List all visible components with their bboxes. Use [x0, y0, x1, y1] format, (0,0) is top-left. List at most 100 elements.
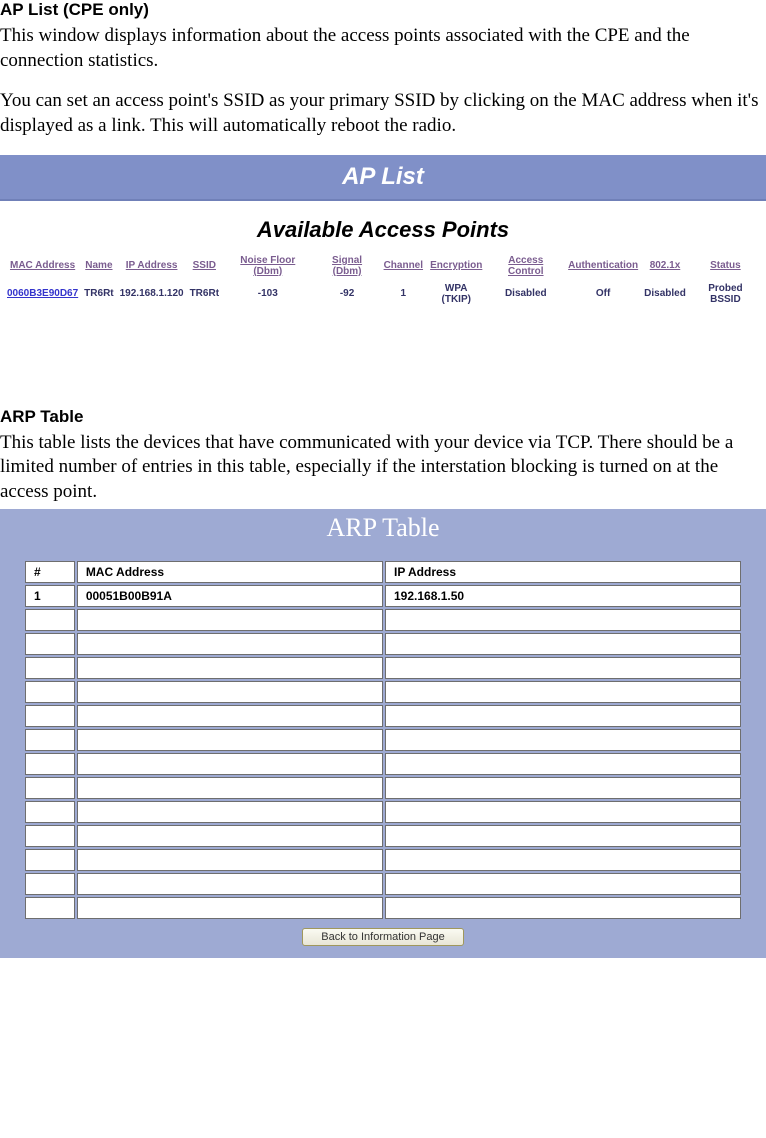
ap-th-authentication[interactable]: Authentication: [565, 253, 641, 279]
arp-cell-ip: [385, 633, 741, 655]
arp-cell-ip: [385, 801, 741, 823]
ap-list-section: AP List (CPE only) This window displays …: [0, 0, 766, 139]
ap-cell-noise: -103: [222, 279, 314, 309]
arp-cell-num: [25, 873, 75, 895]
arp-table-row: 100051B00B91A192.168.1.50: [25, 585, 741, 607]
ap-list-panel-title: AP List: [0, 155, 766, 201]
ap-table-row: 0060B3E90D67 TR6Rt 192.168.1.120 TR6Rt -…: [4, 279, 762, 309]
arp-cell-ip: [385, 729, 741, 751]
arp-description: This table lists the devices that have c…: [0, 431, 766, 505]
ap-cell-signal: -92: [314, 279, 381, 309]
arp-table-row: [25, 777, 741, 799]
arp-cell-num: [25, 801, 75, 823]
arp-table-row: [25, 681, 741, 703]
ap-list-description-1: This window displays information about t…: [0, 24, 766, 73]
ap-mac-link[interactable]: 0060B3E90D67: [4, 279, 81, 309]
arp-cell-num: [25, 729, 75, 751]
arp-cell-num: [25, 897, 75, 919]
arp-cell-ip: [385, 777, 741, 799]
ap-th-noise[interactable]: Noise Floor (Dbm): [222, 253, 314, 279]
arp-cell-num: [25, 777, 75, 799]
arp-table-row: [25, 753, 741, 775]
back-to-info-button[interactable]: Back to Information Page: [302, 928, 464, 946]
arp-cell-ip: [385, 753, 741, 775]
arp-heading: ARP Table: [0, 407, 766, 427]
ap-th-8021x[interactable]: 802.1x: [641, 253, 689, 279]
arp-cell-num: [25, 609, 75, 631]
ap-cell-authentication: Off: [565, 279, 641, 309]
arp-cell-mac: [77, 873, 383, 895]
ap-list-panel-body: Available Access Points MAC Address Name…: [0, 201, 766, 317]
ap-cell-encryption: WPA (TKIP): [426, 279, 486, 309]
arp-cell-ip: [385, 681, 741, 703]
arp-cell-mac: [77, 801, 383, 823]
ap-list-panel: AP List Available Access Points MAC Addr…: [0, 155, 766, 317]
arp-cell-mac: [77, 681, 383, 703]
arp-table-row: [25, 705, 741, 727]
arp-table-row: [25, 849, 741, 871]
ap-th-mac[interactable]: MAC Address: [4, 253, 81, 279]
arp-cell-mac: [77, 825, 383, 847]
ap-th-status[interactable]: Status: [689, 253, 762, 279]
ap-th-signal[interactable]: Signal (Dbm): [314, 253, 381, 279]
arp-cell-ip: [385, 609, 741, 631]
arp-cell-num: [25, 657, 75, 679]
arp-cell-ip: [385, 873, 741, 895]
ap-th-name[interactable]: Name: [81, 253, 116, 279]
arp-panel: ARP Table # MAC Address IP Address 10005…: [0, 509, 766, 958]
arp-cell-num: [25, 633, 75, 655]
arp-th-mac: MAC Address: [77, 561, 383, 583]
arp-cell-num: [25, 849, 75, 871]
arp-cell-ip: [385, 849, 741, 871]
ap-th-ip[interactable]: IP Address: [117, 253, 187, 279]
arp-th-num: #: [25, 561, 75, 583]
arp-cell-ip: [385, 825, 741, 847]
ap-list-description-2: You can set an access point's SSID as yo…: [0, 89, 766, 138]
ap-th-access-control[interactable]: Access Control: [486, 253, 565, 279]
arp-table-row: [25, 897, 741, 919]
arp-cell-num: [25, 825, 75, 847]
arp-table-row: [25, 801, 741, 823]
ap-cell-access-control: Disabled: [486, 279, 565, 309]
arp-cell-num: 1: [25, 585, 75, 607]
arp-panel-title: ARP Table: [0, 509, 766, 547]
arp-table: # MAC Address IP Address 100051B00B91A19…: [23, 559, 743, 921]
ap-th-ssid[interactable]: SSID: [187, 253, 222, 279]
arp-cell-mac: [77, 657, 383, 679]
arp-cell-ip: [385, 705, 741, 727]
ap-th-channel[interactable]: Channel: [381, 253, 426, 279]
arp-cell-ip: 192.168.1.50: [385, 585, 741, 607]
arp-cell-mac: [77, 849, 383, 871]
back-button-row: Back to Information Page: [0, 927, 766, 946]
ap-cell-8021x: Disabled: [641, 279, 689, 309]
arp-section: ARP Table This table lists the devices t…: [0, 407, 766, 958]
ap-cell-ssid: TR6Rt: [187, 279, 222, 309]
arp-table-row: [25, 825, 741, 847]
ap-cell-ip: 192.168.1.120: [117, 279, 187, 309]
ap-table-header-row: MAC Address Name IP Address SSID Noise F…: [4, 253, 762, 279]
ap-cell-status: Probed BSSID: [689, 279, 762, 309]
arp-cell-mac: [77, 705, 383, 727]
arp-cell-ip: [385, 657, 741, 679]
arp-cell-mac: [77, 729, 383, 751]
arp-cell-mac: [77, 777, 383, 799]
arp-table-header-row: # MAC Address IP Address: [25, 561, 741, 583]
arp-cell-mac: 00051B00B91A: [77, 585, 383, 607]
arp-th-ip: IP Address: [385, 561, 741, 583]
arp-cell-num: [25, 681, 75, 703]
ap-cell-channel: 1: [381, 279, 426, 309]
ap-table: MAC Address Name IP Address SSID Noise F…: [4, 253, 762, 309]
arp-cell-mac: [77, 633, 383, 655]
arp-cell-num: [25, 705, 75, 727]
ap-th-encryption[interactable]: Encryption: [426, 253, 486, 279]
arp-table-row: [25, 609, 741, 631]
arp-cell-mac: [77, 753, 383, 775]
arp-table-row: [25, 657, 741, 679]
ap-cell-name: TR6Rt: [81, 279, 116, 309]
arp-table-row: [25, 873, 741, 895]
arp-table-row: [25, 633, 741, 655]
arp-table-row: [25, 729, 741, 751]
ap-list-heading: AP List (CPE only): [0, 0, 766, 20]
ap-list-subtitle: Available Access Points: [4, 217, 762, 243]
arp-cell-mac: [77, 897, 383, 919]
